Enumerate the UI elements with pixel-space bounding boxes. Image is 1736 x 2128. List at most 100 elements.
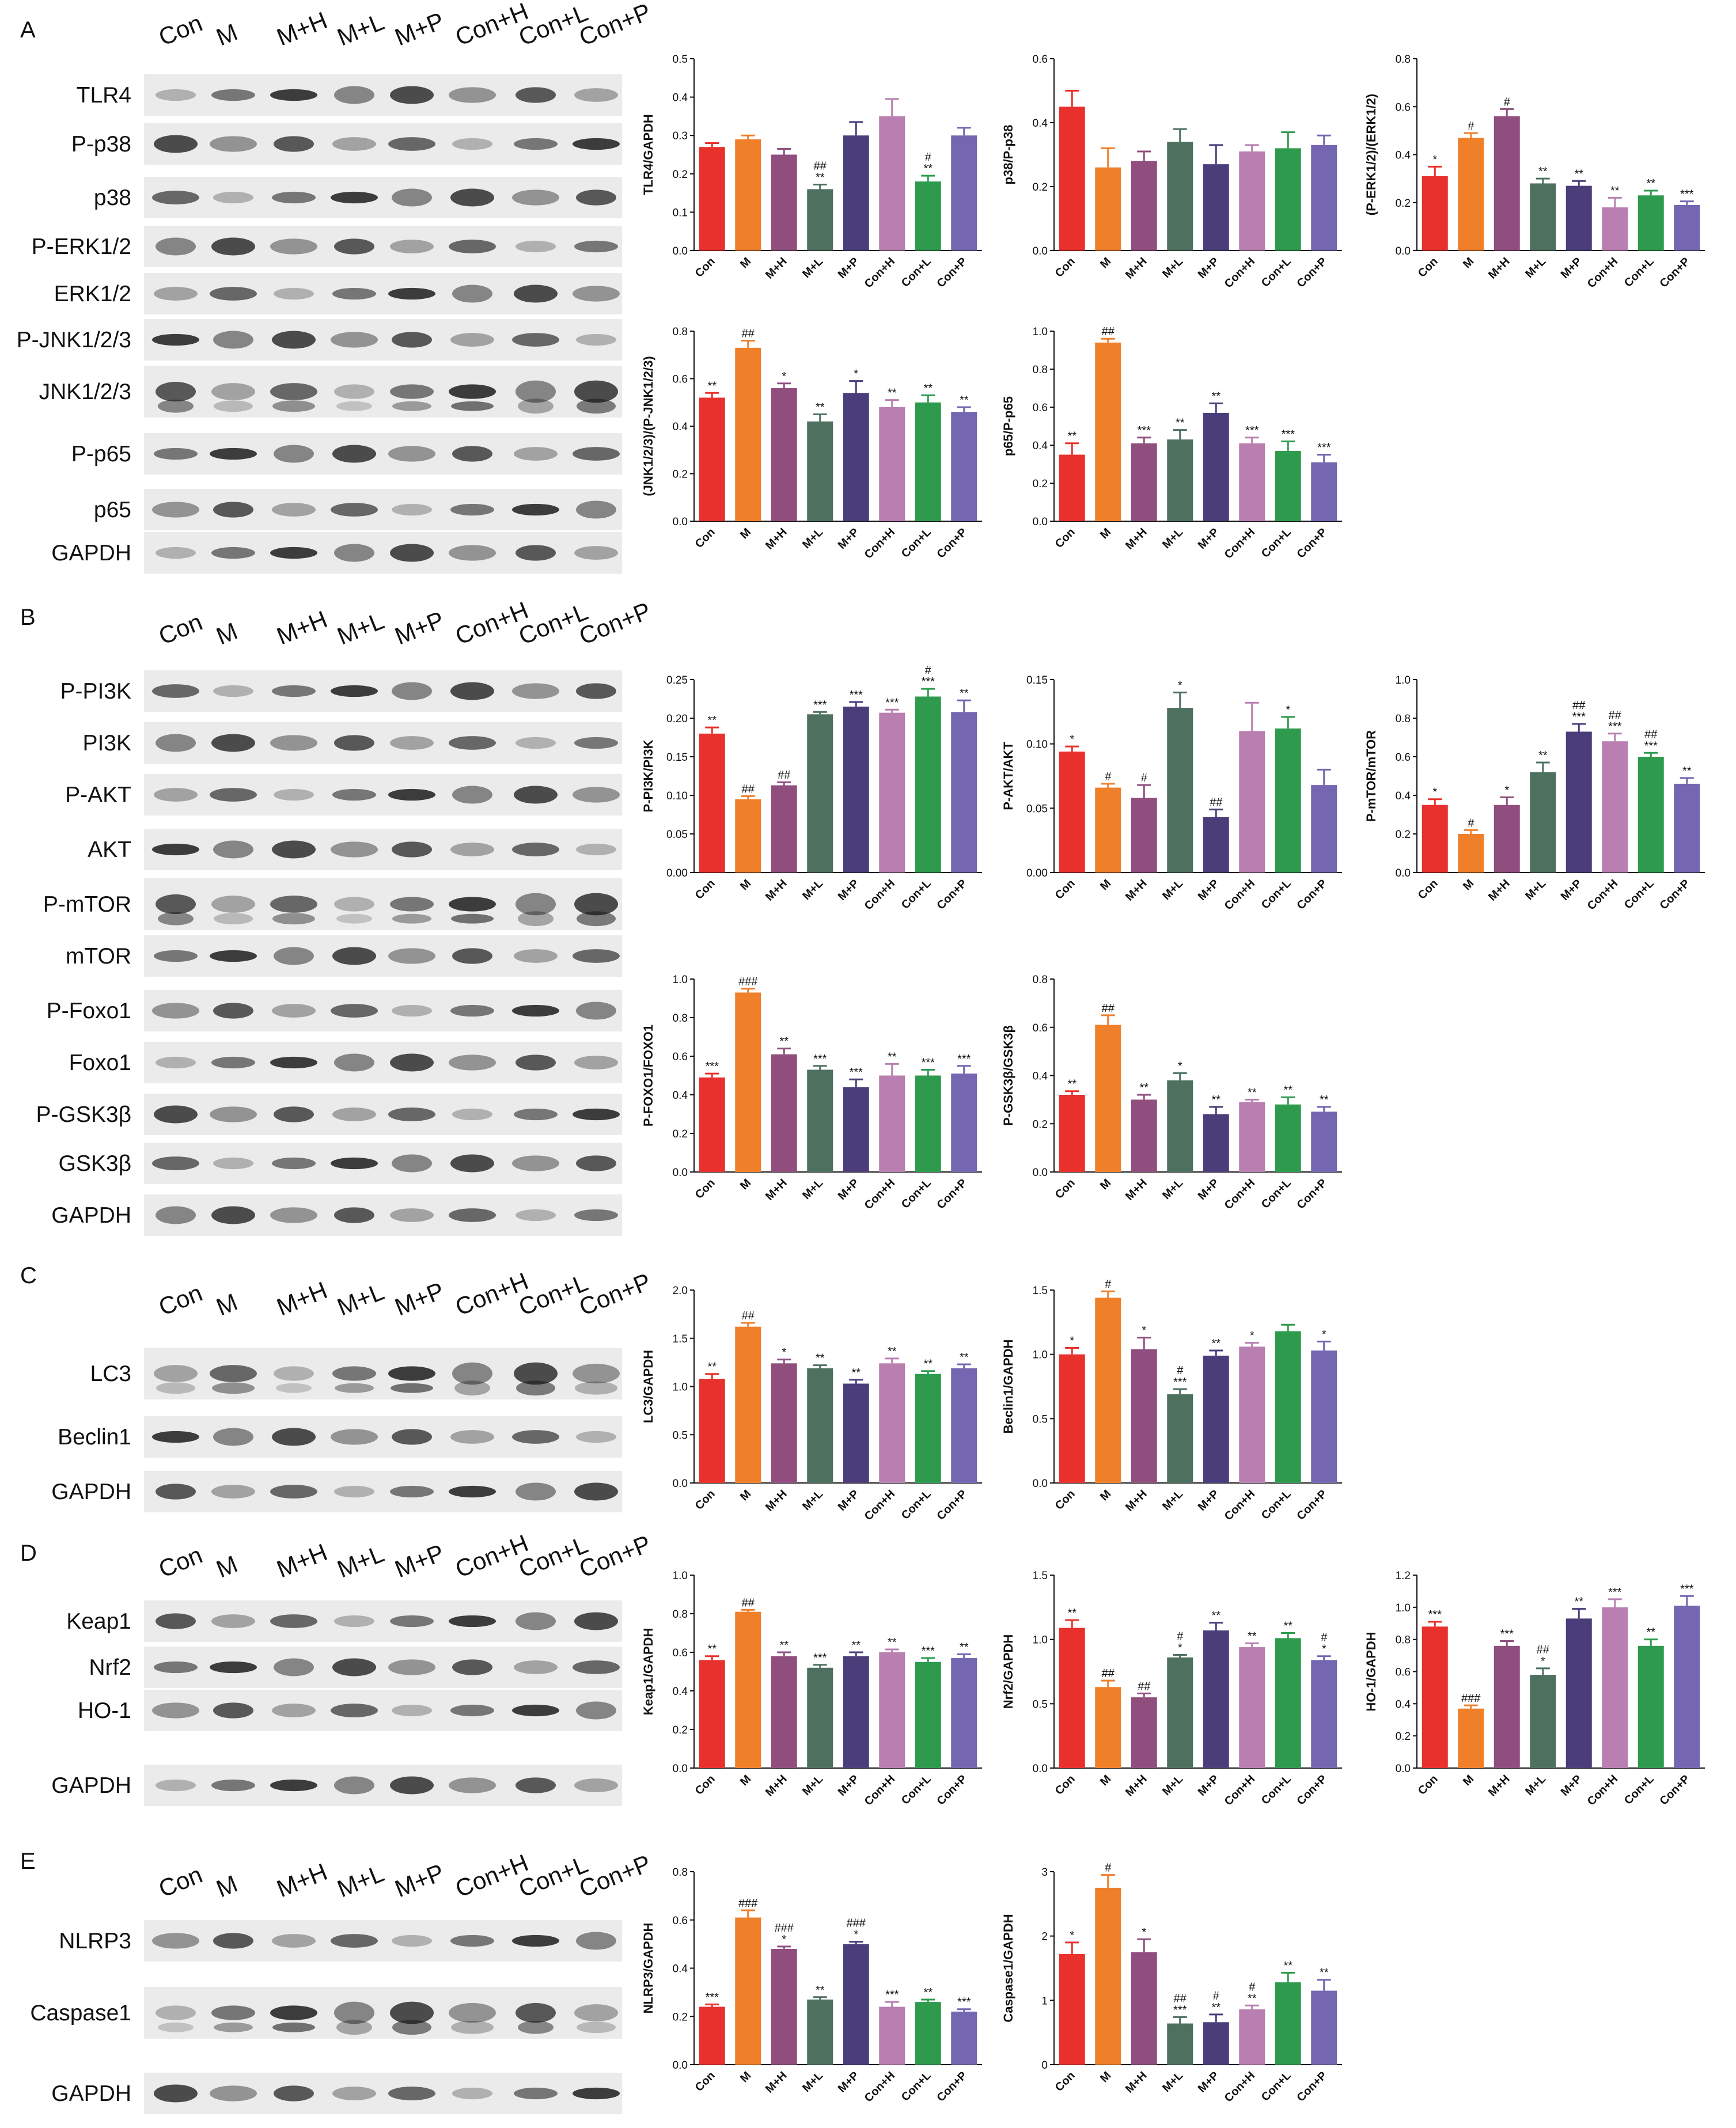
significance-mark: ***: [1245, 424, 1259, 437]
y-tick-label: 0.5: [1033, 1698, 1048, 1710]
blot-strip: [144, 1143, 622, 1184]
y-tick-label: 0.5: [673, 54, 688, 66]
blot-band: [392, 1934, 432, 1947]
x-tick-label: Con+P: [1295, 255, 1330, 290]
protein-label: TLR4: [77, 83, 131, 108]
blot-band: [512, 1934, 559, 1947]
blot-band: [452, 285, 492, 303]
y-tick-label: 0.4: [673, 1963, 688, 1975]
blot-band: [512, 1430, 559, 1444]
bar-con-plus-h: [879, 1652, 905, 1768]
protein-label: GAPDH: [51, 2081, 131, 2106]
blot-band: [516, 240, 556, 253]
panel-b: B Con M M+H M+L M+P Con+HCon+LCon+PP-PI3KPI3KP…: [20, 596, 655, 1236]
significance-mark: *: [782, 1933, 786, 1946]
blot-band: [152, 1431, 199, 1443]
blot-band: [392, 188, 432, 207]
blot-band: [274, 947, 314, 965]
x-tick-label: Con+L: [1259, 1773, 1294, 1807]
significance-mark: *: [1178, 1060, 1182, 1072]
y-tick-label: 0.10: [1026, 739, 1048, 751]
x-tick-label: M+L: [800, 2069, 825, 2095]
blot-band: [516, 545, 556, 561]
blot-band: [213, 840, 253, 859]
x-tick-label: M+L: [800, 877, 825, 902]
blot-band: [388, 1366, 435, 1381]
y-tick-label: 0.2: [1033, 181, 1048, 194]
significance-mark: **: [1646, 177, 1655, 190]
significance-mark: *: [854, 1928, 858, 1941]
panel-letter-d: D: [20, 1541, 37, 1566]
bar-con-plus-p: [1674, 204, 1700, 251]
blot-band: [574, 2004, 618, 2021]
significance-mark: ###: [775, 1922, 794, 1934]
significance-mark: #: [925, 664, 932, 677]
significance-mark: ##: [1102, 325, 1115, 338]
blot-band: [574, 1778, 618, 1792]
blot-band: [210, 1365, 257, 1382]
significance-mark: **: [960, 1351, 969, 1364]
blot-band: [392, 1429, 432, 1445]
bar-m-plus-l: [807, 1999, 833, 2065]
protein-label: P-p38: [71, 132, 131, 157]
y-axis-label: Keap1/GAPDH: [641, 1628, 655, 1716]
bar-con: [1422, 176, 1448, 251]
bar-con-plus-h: [879, 1075, 905, 1172]
blot-band: [391, 1383, 433, 1393]
blot-band: [154, 1105, 198, 1124]
bar-m-plus-l: [807, 1069, 833, 1172]
blot-row-akt: AKT: [88, 829, 622, 870]
significance-mark: **: [707, 1643, 717, 1656]
y-tick-label: 0.0: [1033, 1478, 1048, 1490]
blot-strip: [144, 177, 622, 218]
blot-band: [332, 287, 376, 300]
blot-band: [210, 2085, 257, 2102]
x-tick-label: Con+H: [1222, 1773, 1258, 1808]
blot-band: [152, 1933, 199, 1949]
significance-mark: **: [851, 1639, 861, 1652]
protein-label: GAPDH: [51, 1480, 131, 1504]
blot-band: [518, 2020, 554, 2034]
x-tick-label: M: [738, 526, 753, 541]
y-axis-label: P-AKT/AKT: [1001, 742, 1015, 810]
panel-a: A Con M M+H M+L M+P Con+HCon+LCon+PTLR4P-p38p3…: [17, 0, 655, 574]
x-tick-label: Con+H: [862, 2069, 898, 2105]
blot-band: [577, 2021, 616, 2034]
blot-band: [332, 947, 376, 965]
blot-band: [576, 1932, 616, 1950]
significance-mark: ***: [922, 1056, 935, 1069]
blot-strip: [144, 670, 622, 712]
x-tick-label: Con: [693, 1488, 718, 1512]
lane-label-m: M: [213, 18, 241, 51]
blot-band: [270, 383, 317, 400]
lane-label-m-plus-l: M+L: [333, 8, 388, 51]
blot-band: [512, 843, 559, 856]
significance-mark: *: [1142, 1325, 1146, 1337]
lane-label-m-plus-h: M+H: [273, 1538, 331, 1583]
blot-band: [274, 1366, 314, 1381]
bar-con-plus-p: [1311, 1660, 1337, 1768]
y-tick-label: 1.0: [673, 1570, 688, 1582]
blot-band: [573, 286, 620, 302]
x-tick-label: Con+H: [862, 877, 898, 913]
protein-label: P-AKT: [65, 783, 131, 807]
y-tick-label: 0.6: [673, 374, 688, 386]
x-tick-label: Con+P: [935, 1773, 970, 1808]
blot-band: [576, 500, 616, 519]
significance-mark: **: [1538, 165, 1548, 178]
blot-row-gapdh: GAPDH: [51, 532, 622, 574]
x-tick-label: M+P: [1196, 1488, 1222, 1514]
lane-label-m-plus-l: M+L: [333, 1860, 388, 1903]
bar-m-plus-h: [1131, 1349, 1157, 1483]
significance-mark: ***: [1138, 424, 1151, 437]
blot-band: [154, 1661, 198, 1674]
blot-band: [272, 1934, 316, 1948]
x-tick-label: Con+P: [1295, 526, 1330, 561]
blot-band: [270, 1485, 317, 1499]
significance-mark: **: [1283, 1959, 1292, 1972]
blot-band: [156, 1382, 195, 1394]
blot-band: [388, 287, 435, 300]
blot-band: [574, 1056, 618, 1069]
blot-band: [576, 683, 616, 699]
